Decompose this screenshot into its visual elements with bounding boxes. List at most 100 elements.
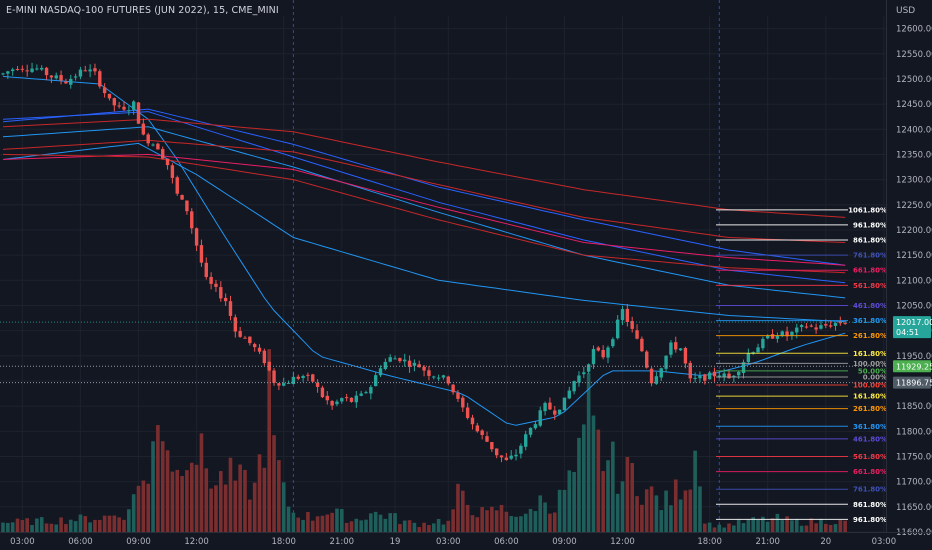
volume-bar — [644, 489, 649, 532]
candle-body — [277, 383, 281, 386]
volume-bar — [310, 520, 315, 532]
price-tick-label: 11950.00 — [896, 352, 932, 362]
candle-body — [407, 360, 412, 367]
candle-body — [519, 445, 523, 454]
volume-bar — [209, 488, 213, 532]
volume-bar — [257, 454, 262, 532]
price-tag-current-bg — [893, 316, 931, 339]
volume-bar — [635, 496, 639, 532]
volume-bar — [572, 471, 576, 532]
volume-bar — [838, 520, 843, 532]
fib-level-label: 261.80% — [853, 332, 887, 340]
candle-body — [470, 417, 475, 425]
candle-body — [422, 366, 426, 371]
time-tick-label: 20 — [820, 537, 831, 547]
volume-bar — [335, 508, 339, 532]
candle-body — [645, 351, 649, 368]
price-tick-label: 12200.00 — [896, 226, 932, 236]
candle-body — [282, 383, 286, 386]
moving-average-line — [2, 111, 846, 284]
candle-body — [795, 327, 799, 333]
volume-bar — [359, 520, 363, 532]
candle-body — [44, 67, 49, 76]
volume-bar — [615, 493, 620, 532]
candle-body — [465, 407, 470, 418]
volume-bar — [794, 519, 799, 532]
volume-bar — [30, 525, 34, 532]
volume-bar — [780, 520, 785, 532]
volume-bar — [373, 511, 378, 532]
volume-bar — [54, 524, 59, 532]
candle-body — [141, 123, 146, 135]
volume-bar — [732, 525, 736, 532]
volume-bar — [567, 470, 572, 532]
chart-title: E-MINI NASDAQ-100 FUTURES (JUN 2022), 15… — [6, 5, 279, 16]
volume-bar — [756, 519, 760, 532]
volume-bar — [562, 489, 567, 532]
price-tick-label: 12600.00 — [896, 25, 932, 35]
volume-bar — [175, 469, 180, 532]
volume-bar — [315, 516, 320, 532]
volume-bar — [678, 499, 683, 532]
candle-body — [828, 325, 833, 327]
volume-bar — [770, 518, 775, 532]
candle-body — [30, 68, 34, 72]
candle-body — [262, 350, 267, 364]
candle-body — [625, 308, 630, 323]
volume-bar — [49, 523, 54, 532]
volume-bar — [630, 463, 634, 532]
candle-body — [833, 322, 838, 326]
volume-bar — [586, 373, 591, 532]
candle-body — [93, 68, 97, 72]
volume-bar — [659, 510, 664, 532]
candle-body — [528, 427, 533, 435]
volume-bar — [475, 517, 480, 532]
volume-bar — [669, 505, 673, 532]
volume-bar — [286, 506, 291, 532]
fib-level-label: 961.80% — [853, 221, 887, 229]
volume-bar — [451, 509, 455, 532]
candle-body — [78, 69, 83, 77]
volume-bar — [112, 515, 117, 532]
candle-body — [107, 93, 112, 99]
fib-level-label: 461.80% — [853, 302, 887, 310]
candle-body — [373, 375, 378, 387]
volume-bar — [1, 522, 5, 532]
fib-level-label: 861.80% — [853, 237, 887, 245]
candle-body — [809, 325, 813, 327]
candle-body — [199, 245, 204, 263]
candle-body — [461, 397, 465, 408]
volume-bar — [485, 510, 489, 532]
candle-body — [165, 158, 170, 166]
candle-body — [291, 376, 296, 385]
candle-body — [127, 110, 131, 112]
moving-average-line — [2, 108, 846, 266]
price-tick-label: 12400.00 — [896, 125, 932, 135]
candle-body — [436, 377, 441, 379]
volume-bar — [804, 525, 809, 532]
candle-body — [369, 387, 373, 394]
time-tick-label: 03:00 — [10, 537, 35, 547]
time-tick-label: 21:00 — [755, 537, 780, 547]
volume-bar — [296, 517, 301, 532]
time-tick-label: 06:00 — [494, 537, 519, 547]
candle-body — [102, 87, 107, 94]
candle-body — [577, 375, 581, 383]
fib-level-label: 0.00% — [863, 373, 887, 381]
moving-average-line — [2, 153, 846, 274]
volume-bar — [538, 495, 543, 532]
volume-bar — [494, 510, 499, 532]
volume-bar — [703, 523, 707, 532]
volume-bar — [117, 517, 121, 532]
time-tick-label: 03:00 — [872, 537, 897, 547]
candle-body — [156, 143, 160, 150]
candle-body — [15, 69, 20, 71]
fib-level-label: 361.80% — [853, 317, 887, 325]
volume-bar — [73, 521, 78, 532]
candle-body — [412, 362, 417, 366]
candle-body — [98, 71, 102, 87]
volume-bar — [59, 517, 63, 532]
candle-body — [398, 358, 402, 362]
price-tick-label: 11750.00 — [896, 452, 932, 462]
